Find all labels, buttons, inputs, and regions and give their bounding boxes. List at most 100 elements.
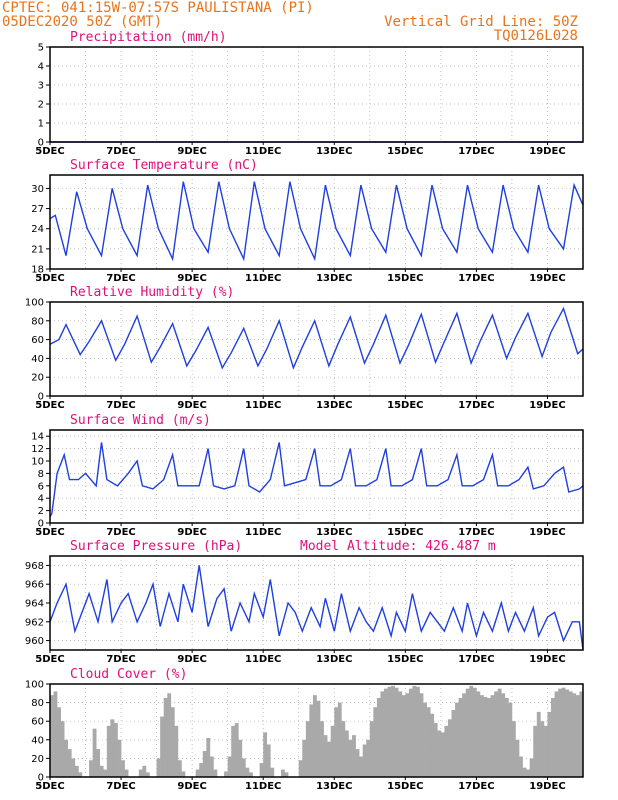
cloud-cover-bar [110,719,115,777]
cloud-cover-bar [536,711,541,777]
x-tick-label: 17DEC [458,781,494,792]
cloud-cover-bar [568,691,573,777]
y-tick-label: 2 [38,100,44,111]
header-station: CPTEC: 041:15W-07:57S PAULISTANA (PI) [2,0,314,16]
cloud-cover-bar [359,756,363,777]
cloud-cover-bar [483,697,488,777]
x-tick-label: 13DEC [316,273,352,284]
cloud-cover-bar [121,760,125,777]
cloud-cover-bar [234,723,239,777]
cloud-cover-bar [490,695,495,777]
cloud-cover-bar [106,725,111,777]
cloud-cover-bar [320,721,324,777]
y-tick-label: 30 [31,184,44,195]
plot-frame [49,301,584,397]
y-tick-label: 0 [38,138,44,149]
series-line-wind [49,442,584,518]
x-tick-label: 5DEC [35,781,64,792]
cloud-cover-bar [53,691,58,777]
cloud-cover-bar [67,749,72,777]
x-tick-label: 11DEC [245,273,281,284]
cloud-cover-bar [181,771,186,777]
cloud-cover-bar [479,695,484,777]
x-tick-label: 7DEC [106,146,135,157]
cloud-cover-bar [408,688,413,777]
cloud-cover-bar [426,707,431,777]
cloud-cover-bar [64,739,69,777]
plot-frame [49,46,584,143]
x-tick-label: 13DEC [316,527,352,538]
plot-frame [49,683,584,778]
x-tick-label: 13DEC [316,400,352,411]
y-tick-label: 60 [31,717,44,728]
cloud-cover-bar [241,758,246,777]
cloud-cover-bar [458,697,463,777]
y-tick-label: 20 [31,754,44,765]
cloud-cover-bar [348,739,353,777]
cloud-cover-bar [57,707,61,777]
cloud-cover-bar [305,721,310,777]
cloud-cover-bar [142,765,147,777]
x-tick-label: 7DEC [106,527,135,538]
cloud-cover-bar [515,739,520,777]
y-tick-label: 2 [38,506,44,517]
cloud-cover-bar [138,769,143,777]
y-tick-label: 40 [31,735,44,746]
cloud-cover-bar [455,702,459,777]
y-tick-label: 20 [31,373,44,384]
cloud-cover-bar [96,749,101,777]
x-tick-label: 11DEC [245,527,281,538]
cloud-cover-bar [561,687,566,777]
header-date: 05DEC2020 50Z (GMT) [2,14,162,30]
cloud-cover-bar [170,707,175,777]
cloud-cover-bar [163,697,168,777]
x-tick-label: 15DEC [387,527,423,538]
cloud-cover-bar [60,721,65,777]
panel-title: Surface Pressure (hPa) [70,539,242,554]
y-tick-label: 4 [38,494,44,505]
cloud-cover-bar [323,735,328,777]
series-line-humidity [49,306,584,370]
cloud-cover-bar [99,765,104,777]
x-tick-label: 13DEC [316,146,352,157]
y-tick-label: 966 [25,580,44,591]
panel-title: Cloud Cover (%) [70,667,187,682]
cloud-cover-bar [504,697,509,777]
cloud-cover-bar [579,691,584,777]
cloud-cover-bar [572,693,577,777]
cloud-cover-bar [71,758,76,777]
x-tick-label: 5DEC [35,654,64,665]
x-tick-label: 17DEC [458,654,494,665]
cloud-cover-bar [529,758,534,777]
x-tick-label: 13DEC [316,781,352,792]
cloud-cover-bar [526,769,530,777]
cloud-cover-bar [494,691,499,777]
cloud-cover-bar [391,685,395,777]
y-tick-label: 960 [25,636,44,647]
cloud-cover-bar [376,697,381,777]
cloud-cover-bar [472,687,477,777]
y-tick-label: 80 [31,698,44,709]
x-tick-label: 17DEC [458,527,494,538]
cloud-cover-bar [522,767,527,777]
cloud-cover-bar [444,725,449,777]
cloud-cover-bar [341,721,346,777]
panel-precipitation: 0 1 2 3 4 5 5DEC 7DEC 9DEC 11DEC 13DEC 15DEC 17DEC 19… [35,30,584,157]
cloud-cover-bar [124,769,129,777]
panel-title: Surface Wind (m/s) [70,413,211,428]
cloud-cover-bar [224,771,228,777]
cloud-cover-bar [337,702,342,777]
cloud-cover-bar [167,693,172,777]
cloud-cover-bar [302,739,307,777]
y-tick-label: 964 [25,599,44,610]
x-tick-label: 15DEC [387,654,423,665]
cloud-cover-bar [430,713,435,777]
y-tick-label: 14 [31,432,44,443]
cloud-cover-bar [213,769,218,777]
y-tick-label: 21 [31,244,44,255]
header-model: TQ0126L028 [494,28,578,44]
cloud-cover-bar [231,725,236,777]
cloud-cover-bar [248,772,253,777]
cloud-cover-bar [554,691,559,777]
